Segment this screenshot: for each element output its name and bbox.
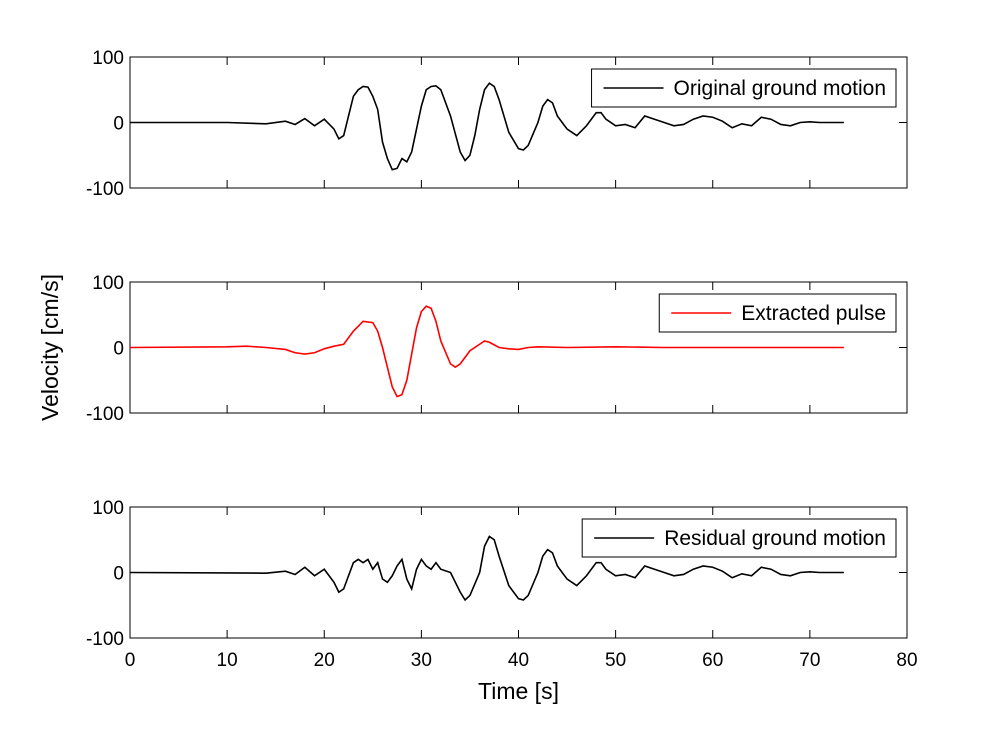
y-tick-label: -100	[86, 404, 124, 425]
y-axis-label: Velocity [cm/s]	[37, 274, 63, 421]
x-axis-label: Time [s]	[478, 678, 559, 704]
x-tick-label: 20	[314, 650, 335, 671]
x-tick-label: 70	[799, 650, 820, 671]
x-tick-label: 80	[896, 650, 917, 671]
legend: Extracted pulse	[658, 293, 897, 333]
y-tick-label: 100	[92, 498, 124, 519]
y-tick-label: 0	[113, 114, 124, 135]
x-tick-label: 0	[125, 650, 136, 671]
data-line	[130, 82, 844, 171]
y-tick-label: 100	[92, 48, 124, 69]
x-tick-label: 10	[217, 650, 238, 671]
y-tick-label: 0	[113, 339, 124, 360]
legend-label: Extracted pulse	[741, 302, 886, 325]
x-tick-label: 30	[411, 650, 432, 671]
x-tick-label: 60	[702, 650, 723, 671]
legend-label: Original ground motion	[674, 77, 886, 100]
legend-label: Residual ground motion	[664, 527, 886, 550]
data-line	[129, 305, 844, 398]
y-tick-label: -100	[86, 179, 124, 200]
legend: Residual ground motion	[581, 518, 897, 558]
legend: Original ground motion	[591, 68, 897, 108]
y-tick-label: 100	[92, 273, 124, 294]
x-tick-label: 40	[508, 650, 529, 671]
data-line	[129, 535, 844, 602]
x-tick-label: 50	[605, 650, 626, 671]
y-tick-label: 0	[113, 564, 124, 585]
y-tick-label: -100	[86, 629, 124, 650]
